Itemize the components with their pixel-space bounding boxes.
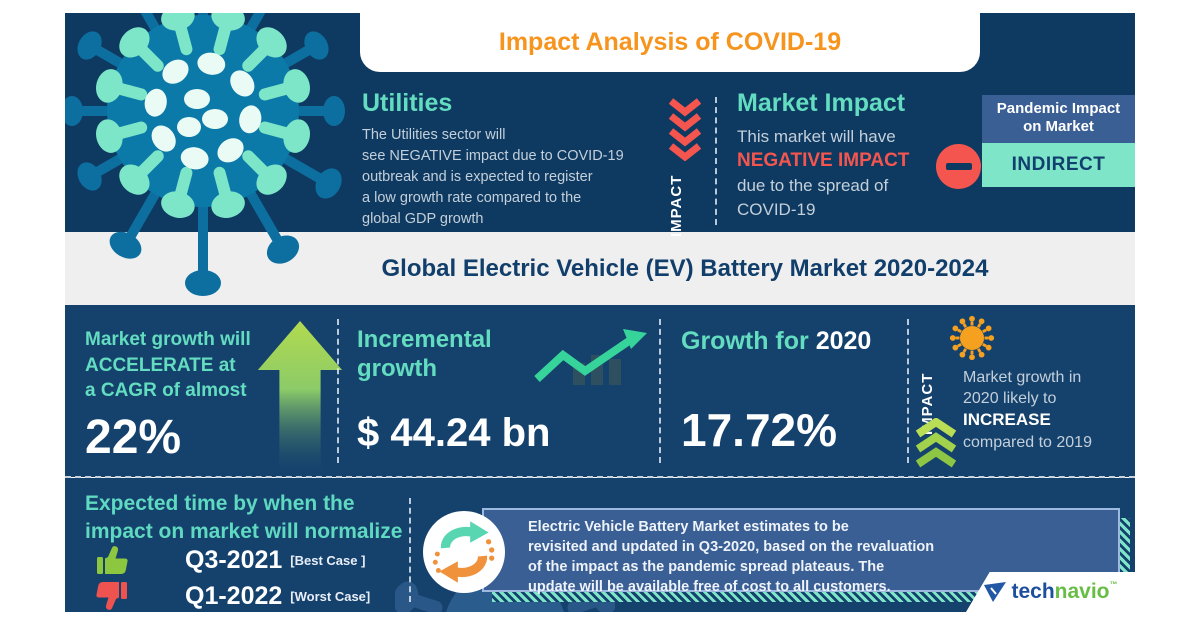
best-case-label: [Best Case ] [290, 552, 366, 568]
brand-text-tech: tech [1011, 580, 1055, 603]
incremental-text-line: Incremental [357, 326, 492, 353]
divider [715, 97, 717, 225]
impact-down-chevrons-icon [668, 98, 702, 161]
growth-2020-value: 17.72% [681, 404, 838, 456]
outlook-block: Market growth in 2020 likely to INCREASE… [963, 367, 1135, 453]
cagr-text-line: Market growth will [85, 329, 251, 350]
normalize-heading-line: Expected time by when the [85, 492, 355, 515]
market-title: Global Electric Vehicle (EV) Battery Mar… [381, 255, 989, 282]
infographic-content: Impact Analysis of COVID-19 Utilities Th… [65, 13, 1135, 612]
normalize-heading: Expected time by when the impact on mark… [85, 490, 402, 545]
utilities-text-line: see NEGATIVE impact due to COVID-19 [362, 147, 624, 164]
best-case-value: Q3-2021 [185, 545, 283, 574]
worst-case-value: Q1-2022 [185, 581, 283, 610]
market-impact-line: This market will have [737, 127, 896, 146]
impact-vertical-label: IMPACT [668, 174, 685, 237]
market-impact-line: COVID-19 [737, 199, 816, 219]
worst-case-label: [Worst Case] [290, 588, 371, 604]
trend-chart-icon [534, 329, 647, 385]
best-case-row: Q3-2021 [Best Case ] [95, 544, 365, 576]
normalize-section: Expected time by when the impact on mark… [65, 478, 1135, 612]
update-note-line: Electric Vehicle Battery Market estimate… [528, 519, 849, 535]
orange-virus-icon [949, 315, 995, 361]
outlook-line: 2020 likely to [963, 390, 1057, 408]
cagr-block: Market growth will ACCELERATE at a CAGR … [85, 327, 251, 465]
cagr-text-line: a CAGR of almost [85, 380, 247, 402]
brand-text-navio: navio [1054, 580, 1110, 603]
update-note-line: update will be available free of cost to… [528, 579, 891, 595]
utilities-block: Utilities The Utilities sector will see … [362, 89, 662, 229]
incremental-growth-block: Incremental growth [357, 325, 492, 384]
technavio-plane-icon [984, 582, 1007, 602]
thumbs-down-icon [96, 582, 127, 610]
update-note-line: of the impact as the pandemic spread pla… [528, 559, 885, 575]
utilities-heading: Utilities [362, 89, 453, 117]
growth-up-arrow-icon [257, 321, 343, 473]
outlook-line: Market growth in [963, 369, 1082, 386]
negative-impact-text: NEGATIVE IMPACT [737, 150, 910, 172]
pandemic-impact-box: Pandemic Impact on Market INDIRECT [982, 95, 1135, 187]
refresh-circle [423, 511, 505, 593]
increase-up-chevrons-icon [915, 418, 957, 468]
minus-circle-icon [936, 144, 981, 189]
utilities-text-line: global GDP growth [362, 210, 484, 227]
update-note-line: revisited and updated in Q3-2020, based … [528, 539, 935, 555]
divider [409, 498, 411, 602]
utilities-text-line: a low growth rate compared to the [362, 189, 582, 206]
utilities-text-line: The Utilities sector will [362, 127, 506, 143]
stats-section: Market growth will ACCELERATE at a CAGR … [65, 305, 1135, 477]
increase-text: INCREASE [963, 410, 1051, 430]
refresh-arrows-icon [423, 511, 505, 593]
divider [659, 319, 661, 463]
coronavirus-illustration-icon [65, 13, 345, 296]
growth-2020-heading: Growth for 2020 [681, 327, 872, 355]
cagr-value: 22% [85, 410, 182, 464]
incremental-value: $ 44.24 bn [357, 411, 551, 455]
market-impact-block: Market Impact This market will have NEGA… [737, 89, 947, 221]
normalize-heading-line: impact on market will normalize [85, 519, 403, 543]
cagr-text-line: ACCELERATE at [85, 354, 236, 376]
market-title-band: Global Electric Vehicle (EV) Battery Mar… [65, 232, 1135, 305]
brand-trademark: ™ [1109, 580, 1118, 589]
pandemic-impact-label: Pandemic Impact on Market [982, 95, 1135, 143]
page-title: Impact Analysis of COVID-19 [360, 13, 980, 72]
divider [65, 476, 1135, 478]
market-impact-heading: Market Impact [737, 89, 906, 117]
incremental-text-line: growth [357, 355, 437, 383]
outlook-line: compared to 2019 [963, 433, 1092, 451]
divider [337, 319, 339, 463]
covid-impact-section: Impact Analysis of COVID-19 Utilities Th… [65, 13, 1135, 296]
divider [907, 319, 909, 463]
worst-case-row: Q1-2022 [Worst Case] [95, 580, 370, 612]
technavio-logo[interactable]: technavio™ [966, 572, 1135, 612]
indirect-value: INDIRECT [982, 142, 1135, 187]
thumbs-up-icon [97, 546, 128, 574]
utilities-text-line: outbreak and is expected to register [362, 168, 593, 185]
market-impact-line: due to the spread of [737, 176, 889, 196]
